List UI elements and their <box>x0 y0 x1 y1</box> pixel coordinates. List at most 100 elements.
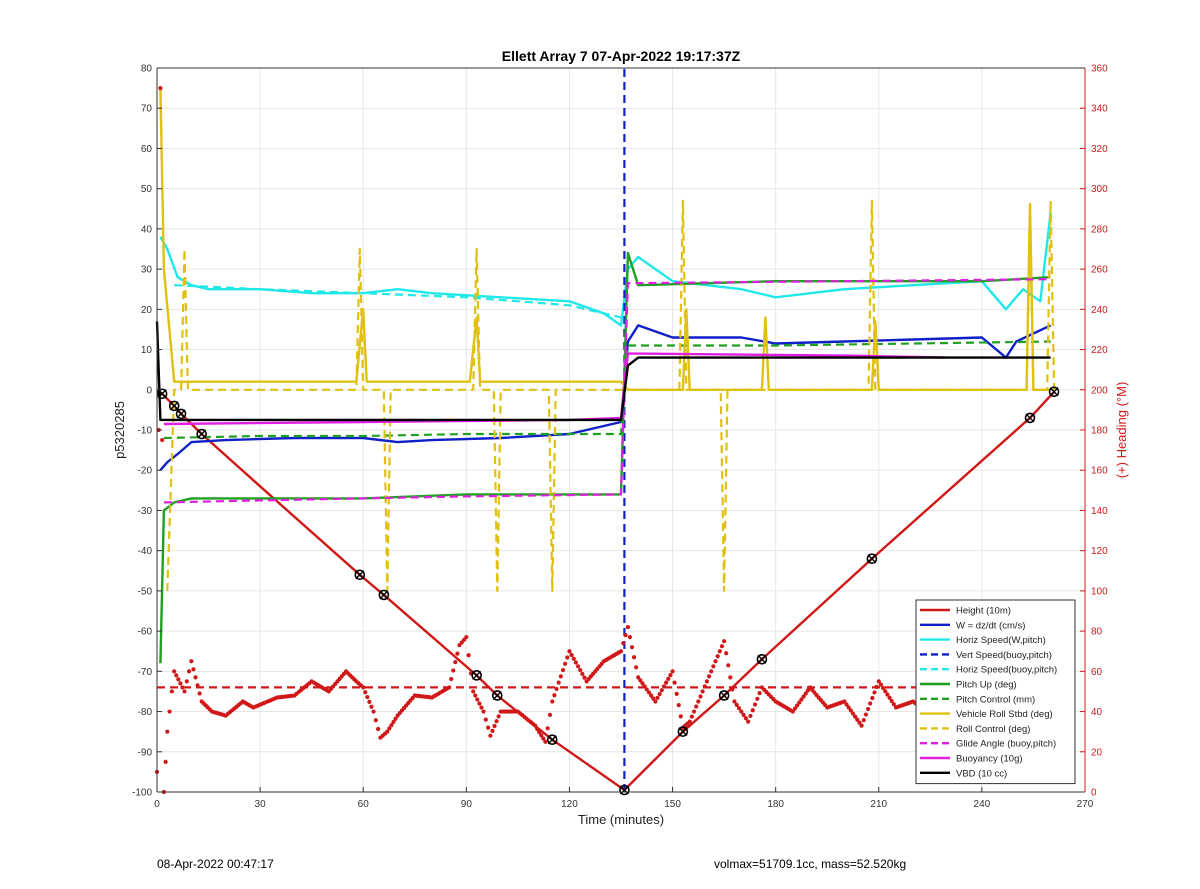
heading-point <box>169 689 174 694</box>
x-tick-label: 0 <box>154 799 160 810</box>
heading-point <box>848 708 853 713</box>
dive-marker-circle <box>619 784 630 796</box>
heading-point <box>625 624 630 630</box>
heading-point <box>698 694 703 699</box>
heading-point <box>543 739 548 744</box>
legend-label: W = dz/dt (cm/s) <box>956 620 1025 631</box>
y-tick-label: -50 <box>138 586 153 597</box>
y-tick-label: 30 <box>141 265 153 276</box>
y-tick-label: 40 <box>141 224 153 235</box>
heading-point <box>792 706 798 711</box>
heading-point <box>532 723 538 728</box>
heading-point <box>189 659 194 664</box>
heading-point <box>621 641 626 646</box>
y2-tick-label: 300 <box>1091 184 1108 195</box>
dive-marker <box>196 428 207 440</box>
heading-point <box>486 725 491 730</box>
heading-point <box>575 664 581 669</box>
heading-point <box>865 706 871 712</box>
heading-point <box>689 714 694 719</box>
heading-point <box>674 691 679 696</box>
dive-marker-circle <box>546 734 558 746</box>
heading-point <box>653 699 658 704</box>
y2-tick-label: 0 <box>1091 788 1097 799</box>
heading-point <box>755 696 760 701</box>
x-tick-label: 60 <box>358 799 370 810</box>
heading-point <box>706 674 712 679</box>
y-tick-label: 60 <box>141 144 153 155</box>
dive-marker-cross <box>1025 413 1035 423</box>
heading-point <box>365 694 370 700</box>
heading-point <box>670 669 675 674</box>
heading-point <box>664 680 669 685</box>
heading-point <box>853 714 858 719</box>
y2-tick-label: 220 <box>1091 345 1108 356</box>
heading-point <box>490 728 495 733</box>
y2-tick-label: 240 <box>1091 305 1108 316</box>
series-glide-angle-buoy-pitch <box>163 278 1051 504</box>
dive-marker-circle <box>471 670 482 681</box>
dive-marker-cross <box>547 735 557 745</box>
dive-marker-circle <box>866 553 878 565</box>
y-tick-label: 50 <box>141 184 153 195</box>
heading-point <box>878 682 884 687</box>
y-axis-label: p5320285 <box>112 401 127 459</box>
dive-marker-cross <box>472 670 482 680</box>
heading-point <box>797 700 802 705</box>
y2-tick-label: 340 <box>1091 104 1108 115</box>
heading-point <box>709 669 714 674</box>
heading-point <box>805 688 810 693</box>
y2-tick-label: 60 <box>1091 667 1103 678</box>
y2-tick-label: 40 <box>1091 707 1103 718</box>
series-pitch-control-mm <box>163 340 1051 440</box>
legend-box <box>915 599 1076 785</box>
heading-point <box>859 723 864 728</box>
dive-marker-circle <box>156 388 168 400</box>
heading-point <box>691 709 697 714</box>
y-tick-label: 10 <box>141 345 153 356</box>
heading-point <box>732 699 737 704</box>
heading-point <box>627 635 633 640</box>
heading-point <box>369 704 374 709</box>
heading-point <box>492 723 497 729</box>
heading-point <box>371 709 376 714</box>
y-tick-label: -100 <box>132 788 152 799</box>
footer-timestamp: 08-Apr-2022 00:47:17 <box>157 857 274 871</box>
heading-point <box>736 706 742 711</box>
dive-marker-circle <box>378 589 390 601</box>
y2-tick-label: 180 <box>1091 426 1108 437</box>
dive-marker-circle <box>718 690 730 701</box>
legend-label: Roll Control (deg) <box>956 724 1030 735</box>
heading-point <box>552 693 557 698</box>
heading-point <box>391 719 396 725</box>
dive-marker-circle <box>354 569 366 581</box>
heading-point <box>748 713 753 719</box>
heading-point <box>387 726 392 731</box>
y2-tick-label: 360 <box>1091 64 1108 75</box>
heading-point <box>678 714 683 719</box>
heading-point <box>496 714 501 719</box>
heading-point <box>182 689 187 694</box>
heading-point <box>580 671 585 676</box>
dive-marker-circle <box>677 726 689 737</box>
heading-point <box>734 702 739 707</box>
heading-point <box>700 689 705 694</box>
axes: 0 30 60 90 120 150 180 210 240 270-100-90-80-70-6… <box>132 64 1108 811</box>
heading-point <box>174 673 179 678</box>
dive-marker <box>619 784 630 796</box>
legend-label: VBD (10 cc) <box>956 768 1007 779</box>
dive-marker-circle <box>1048 386 1060 398</box>
heading-point <box>376 726 381 732</box>
heading-point <box>757 691 762 696</box>
dive-marker <box>491 690 503 701</box>
heading-point <box>861 718 866 723</box>
heading-point <box>743 716 748 721</box>
dive-marker-circle <box>756 653 768 665</box>
heading-point <box>449 676 454 682</box>
heading-point <box>483 717 488 722</box>
y2-axis-label: (+) Heading (°M) <box>1114 382 1129 479</box>
legend-label: Vert Speed(buoy,pitch) <box>956 650 1052 661</box>
heading-point <box>636 675 641 680</box>
heading-point <box>629 645 635 650</box>
dive-marker <box>168 400 180 412</box>
